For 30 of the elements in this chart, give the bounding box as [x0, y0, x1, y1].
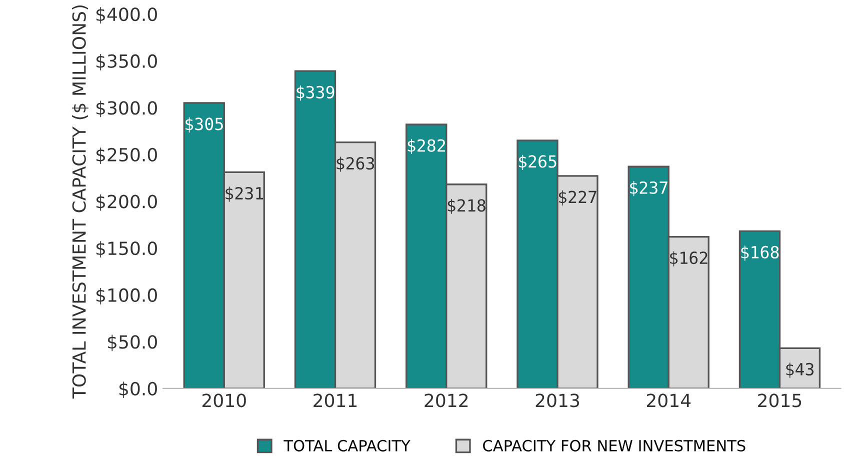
data-label: $282	[408, 138, 446, 154]
data-label: $339	[296, 86, 334, 101]
x-tick-label: 2010	[202, 394, 246, 408]
y-axis-title: TOTAL INVESTMENT CAPACITY ($ MILLIONS)	[72, 5, 88, 399]
y-tick-label: $400.0	[96, 7, 157, 24]
x-tick-label: 2011	[314, 394, 357, 408]
data-label: $237	[630, 181, 668, 196]
data-label: $231	[226, 186, 264, 202]
y-tick-label: $100.0	[96, 288, 157, 304]
data-label: $218	[448, 198, 486, 214]
y-tick-label: $50.0	[108, 334, 157, 352]
y-tick-label: $250.0	[96, 148, 157, 164]
x-tick-label: 2013	[536, 394, 580, 408]
y-tick-label: $300.0	[96, 100, 157, 118]
data-label: $227	[558, 190, 596, 206]
y-tick-label: $150.0	[96, 241, 157, 258]
data-label: $305	[186, 117, 223, 132]
y-tick-label: $200.0	[96, 194, 157, 211]
x-tick-label: 2015	[758, 394, 802, 408]
data-label: $263	[336, 156, 374, 172]
x-tick-label: 2014	[646, 394, 691, 408]
data-label: $265	[518, 154, 556, 170]
data-label: $162	[670, 251, 708, 266]
legend-label: TOTAL CAPACITY	[284, 440, 410, 452]
y-tick-label: $350.0	[96, 54, 157, 70]
legend-label: CAPACITY FOR NEW INVESTMENTS	[483, 440, 746, 452]
x-tick-label: 2012	[424, 394, 468, 408]
y-tick-label: $0.0	[119, 382, 157, 398]
data-label: $43	[786, 362, 814, 378]
data-label: $168	[741, 246, 779, 261]
